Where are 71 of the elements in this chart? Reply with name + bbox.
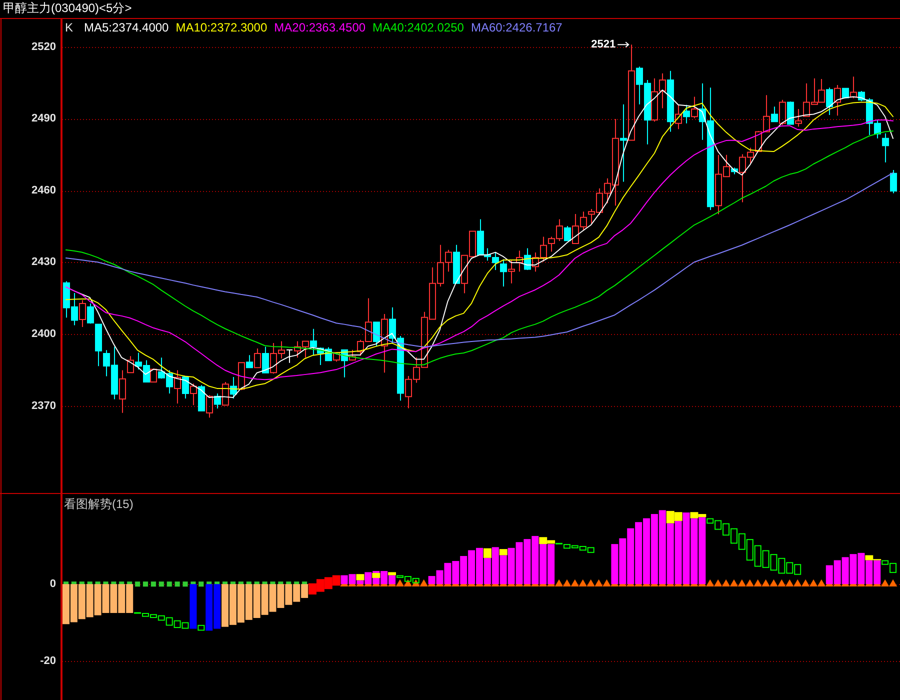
candlestick [564,225,571,242]
line-series [65,172,894,348]
candlestick [310,328,317,356]
candlestick [508,260,515,284]
candlestick [826,87,833,116]
bar [190,584,197,629]
candlestick [182,376,189,399]
text: MA20:2363.4500 [274,20,366,35]
bar [388,572,396,576]
candlestick [453,244,460,284]
bar [372,572,380,578]
candlestick [834,84,841,116]
candlestick [174,370,181,404]
candlestick [349,349,356,362]
candlestick [246,354,253,368]
candlestick [95,324,102,367]
text: MA10:2372.3000 [176,20,268,35]
y-tick-label: 2460 [32,184,56,196]
text: MA5:2374.4000 [84,20,170,35]
candlestick [262,346,269,374]
chart-title: 看图解势(15) [64,497,134,512]
candlestick [206,394,213,418]
candlestick [795,108,802,128]
candlestick [373,322,380,348]
candlestick [127,356,134,374]
candlestick [628,44,635,141]
y-tick-label: 2370 [32,400,56,412]
candlestick [150,368,157,382]
y-tick-label: 2490 [32,112,56,125]
candlestick [484,248,491,262]
candlestick [771,106,778,122]
y-tick-label: -20 [40,655,56,668]
candlestick [882,132,889,163]
candlestick [333,352,340,362]
text: MA40:2402.0250 [372,20,464,35]
candlestick [620,104,627,182]
y-tick-label: 2430 [32,256,56,268]
y-tick-label: 2400 [32,328,56,340]
candlestick [87,302,94,324]
bar [198,624,205,631]
chart-title: 甲醇主力(030490)<5分> [3,1,132,16]
candlestick [492,252,499,270]
annotation: 2521 [591,38,616,51]
candlestick [198,384,205,412]
candlestick [500,258,507,288]
candlestick [707,87,714,210]
candlestick [238,362,245,391]
y-tick-label: 0 [50,578,56,590]
candlestick [254,348,261,368]
candlestick [890,169,897,194]
candlestick [683,104,690,124]
candlestick [477,218,484,256]
candlestick [675,104,682,130]
candlestick [691,96,698,119]
text: MA60:2426.7167 [470,20,563,35]
candlestick [286,348,293,364]
bar [483,548,492,558]
candlestick [667,70,674,132]
candlestick [190,383,197,406]
candlestick [119,370,126,414]
candlestick [850,76,857,99]
candlestick [842,88,849,98]
y-tick-label: 2520 [32,40,56,53]
candlestick [516,250,523,272]
candlestick [381,314,388,374]
legend-title: K [65,20,74,35]
candlestick [779,99,786,126]
candlestick [79,300,86,328]
candlestick [787,101,794,125]
candlestick [222,381,229,406]
bar [499,549,508,556]
